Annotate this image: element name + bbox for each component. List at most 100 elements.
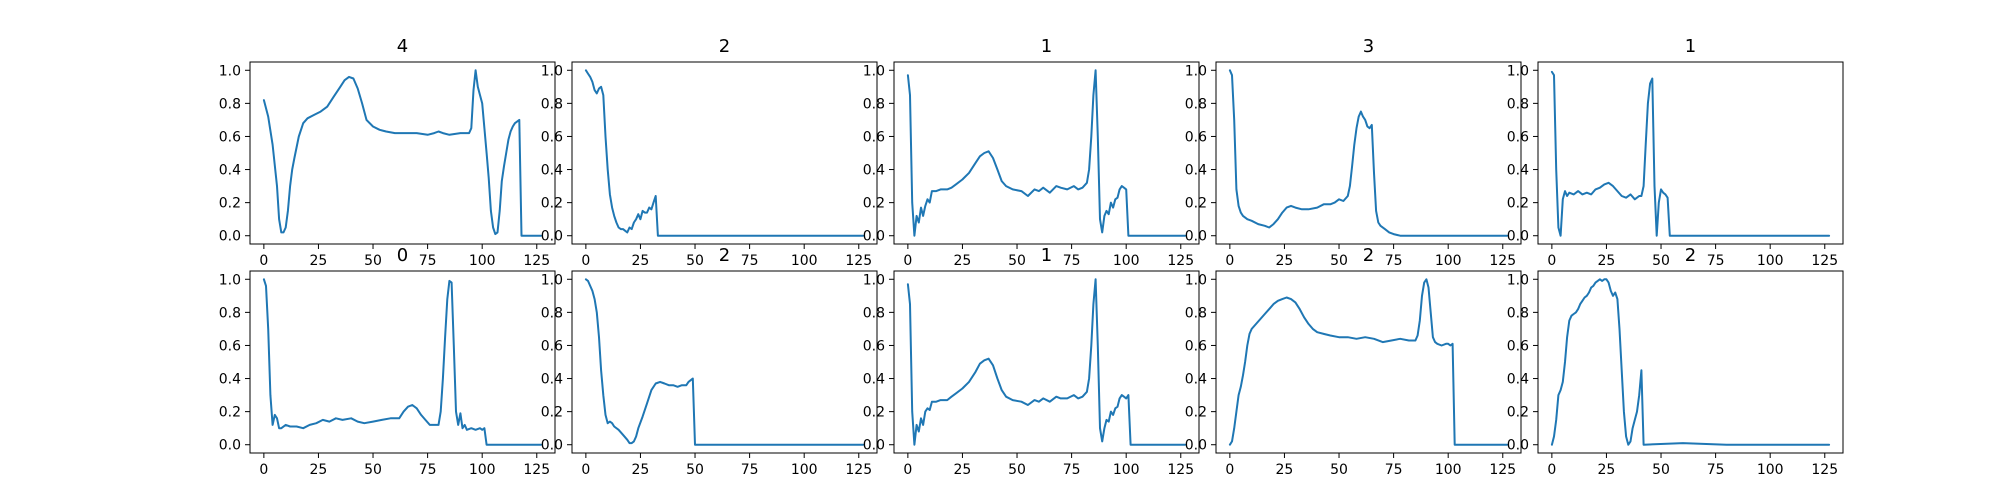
y-tick-label: 0.4 xyxy=(219,372,241,388)
x-tick-label: 125 xyxy=(1811,462,1838,478)
y-tick-label: 1.0 xyxy=(541,272,563,288)
x-tick-label: 125 xyxy=(1167,253,1194,269)
y-tick-label: 0.6 xyxy=(1507,338,1529,354)
subplot-title: 1 xyxy=(1685,36,1696,57)
x-tick-label: 25 xyxy=(632,253,650,269)
x-tick-label: 25 xyxy=(1276,253,1294,269)
x-tick-label: 75 xyxy=(1707,462,1725,478)
x-tick-label: 125 xyxy=(845,462,872,478)
y-tick-label: 0.6 xyxy=(1185,129,1207,145)
series-line xyxy=(262,69,543,237)
y-tick-label: 0.4 xyxy=(1507,372,1529,388)
x-tick-label: 75 xyxy=(419,253,437,269)
subplot-5: 0 0 25 50 75 100 125 0.0 0.2 0.4 0.6 0.8 1.0 xyxy=(219,245,556,478)
x-tick-label: 25 xyxy=(954,253,972,269)
y-tick-label: 0.8 xyxy=(219,96,241,112)
y-tick-label: 0.8 xyxy=(1185,305,1207,321)
x-tick-label: 0 xyxy=(1225,462,1234,478)
y-tick-label: 0.6 xyxy=(541,338,563,354)
x-tick-label: 125 xyxy=(1167,462,1194,478)
subplot-title: 2 xyxy=(1685,245,1696,266)
subplot-4: 1 0 25 50 75 100 125 0.0 0.2 0.4 0.6 0.8 1.0 xyxy=(1507,36,1844,269)
y-tick-label: 0.2 xyxy=(1185,405,1207,421)
subplot-7: 1 0 25 50 75 100 125 0.0 0.2 0.4 0.6 0.8 1.0 xyxy=(863,245,1200,478)
y-tick-label: 1.0 xyxy=(1185,63,1207,79)
x-tick-label: 0 xyxy=(1225,253,1234,269)
y-tick-label: 0.6 xyxy=(863,338,885,354)
y-tick-label: 0.6 xyxy=(1507,129,1529,145)
y-tick-label: 0.2 xyxy=(219,196,241,212)
y-tick-label: 0.4 xyxy=(863,372,885,388)
x-tick-label: 50 xyxy=(686,253,704,269)
axes-frame xyxy=(249,61,556,245)
y-tick-label: 0.0 xyxy=(541,438,563,454)
y-tick-label: 1.0 xyxy=(541,63,563,79)
y-tick-label: 0.0 xyxy=(1185,229,1207,245)
x-tick-label: 25 xyxy=(954,462,972,478)
y-tick-label: 1.0 xyxy=(863,63,885,79)
x-tick-label: 75 xyxy=(1063,253,1081,269)
series-line xyxy=(1550,278,1831,446)
y-tick-label: 0.0 xyxy=(863,229,885,245)
y-tick-label: 0.8 xyxy=(863,96,885,112)
subplot-title: 2 xyxy=(719,245,730,266)
x-tick-label: 100 xyxy=(469,462,496,478)
series-line xyxy=(1228,69,1509,237)
y-tick-label: 0.2 xyxy=(1185,196,1207,212)
y-tick-label: 0.6 xyxy=(541,129,563,145)
x-tick-label: 25 xyxy=(310,253,328,269)
subplot-title: 2 xyxy=(719,36,730,57)
x-tick-label: 50 xyxy=(1008,462,1026,478)
y-tick-label: 1.0 xyxy=(219,272,241,288)
axes-frame xyxy=(893,270,1200,454)
y-tick-label: 0.4 xyxy=(1185,163,1207,179)
series-line xyxy=(262,278,543,446)
x-tick-label: 75 xyxy=(741,253,759,269)
y-tick-label: 0.0 xyxy=(541,229,563,245)
series-line xyxy=(584,278,865,446)
x-tick-label: 100 xyxy=(1757,253,1784,269)
y-tick-label: 0.8 xyxy=(219,305,241,321)
y-tick-label: 1.0 xyxy=(1507,272,1529,288)
x-tick-label: 75 xyxy=(741,462,759,478)
x-tick-label: 25 xyxy=(1276,462,1294,478)
series-line xyxy=(906,278,1187,446)
y-tick-label: 1.0 xyxy=(219,63,241,79)
x-tick-label: 100 xyxy=(469,253,496,269)
x-tick-label: 50 xyxy=(686,462,704,478)
y-tick-label: 0.0 xyxy=(219,438,241,454)
x-tick-label: 75 xyxy=(419,462,437,478)
x-tick-label: 125 xyxy=(1811,253,1838,269)
y-tick-label: 0.2 xyxy=(219,405,241,421)
y-tick-label: 0.2 xyxy=(863,405,885,421)
x-tick-label: 25 xyxy=(1598,462,1616,478)
axes-frame xyxy=(1215,61,1522,245)
subplot-0: 4 0 25 50 75 100 125 0.0 0.2 0.4 0.6 0.8 1.0 xyxy=(219,36,556,269)
y-tick-label: 0.4 xyxy=(541,372,563,388)
y-tick-label: 0.6 xyxy=(219,129,241,145)
x-tick-label: 0 xyxy=(581,462,590,478)
y-tick-label: 0.8 xyxy=(863,305,885,321)
axes-frame xyxy=(1537,270,1844,454)
y-tick-label: 0.4 xyxy=(1185,372,1207,388)
y-tick-label: 0.8 xyxy=(1185,96,1207,112)
axes-frame xyxy=(1537,61,1844,245)
y-tick-label: 0.4 xyxy=(219,163,241,179)
y-tick-label: 0.4 xyxy=(1507,163,1529,179)
axes-frame xyxy=(893,61,1200,245)
y-tick-label: 0.6 xyxy=(219,338,241,354)
y-tick-label: 0.0 xyxy=(863,438,885,454)
x-tick-label: 50 xyxy=(364,253,382,269)
x-tick-label: 25 xyxy=(632,462,650,478)
x-tick-label: 100 xyxy=(791,253,818,269)
subplot-9: 2 0 25 50 75 100 125 0.0 0.2 0.4 0.6 0.8 1.0 xyxy=(1507,245,1844,478)
x-tick-label: 50 xyxy=(364,462,382,478)
x-tick-label: 75 xyxy=(1385,462,1403,478)
y-tick-label: 0.6 xyxy=(1185,338,1207,354)
x-tick-label: 50 xyxy=(1652,253,1670,269)
x-tick-label: 50 xyxy=(1008,253,1026,269)
y-tick-label: 0.6 xyxy=(863,129,885,145)
y-tick-label: 0.8 xyxy=(541,305,563,321)
x-tick-label: 0 xyxy=(903,253,912,269)
